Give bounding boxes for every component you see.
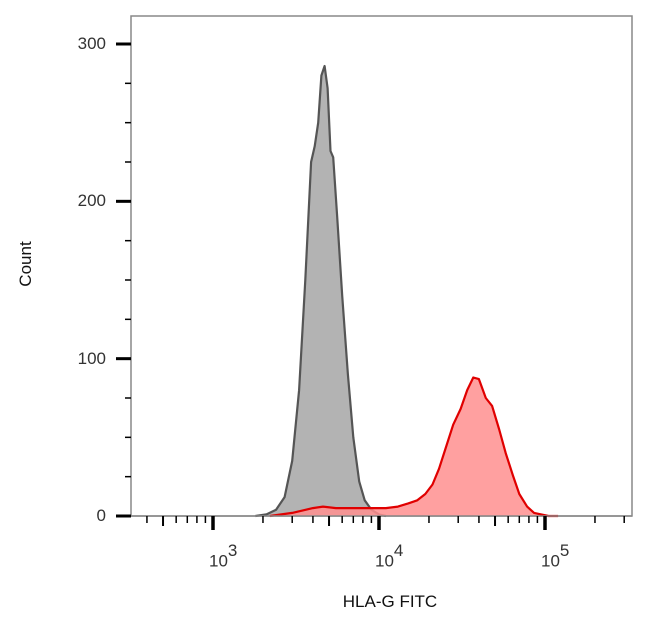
y-tick-label: 0 <box>96 506 106 525</box>
axis-layer <box>116 42 632 530</box>
y-tick-label: 300 <box>77 34 106 53</box>
series-area-0 <box>255 66 386 516</box>
plot-frame <box>130 15 633 517</box>
y-axis-title: Count <box>16 241 35 287</box>
y-tick-label: 200 <box>77 191 106 211</box>
x-tick-label: 104 <box>375 541 404 571</box>
x-tick-label: 103 <box>209 541 238 571</box>
y-tick-label: 100 <box>77 348 106 368</box>
series-line-0 <box>255 64 387 518</box>
x-tick-label: 105 <box>541 541 570 571</box>
x-axis-title: HLA-G FITC <box>342 592 438 611</box>
series-line-1 <box>269 376 559 518</box>
series-layer <box>255 64 559 518</box>
series-area-1 <box>269 377 559 516</box>
